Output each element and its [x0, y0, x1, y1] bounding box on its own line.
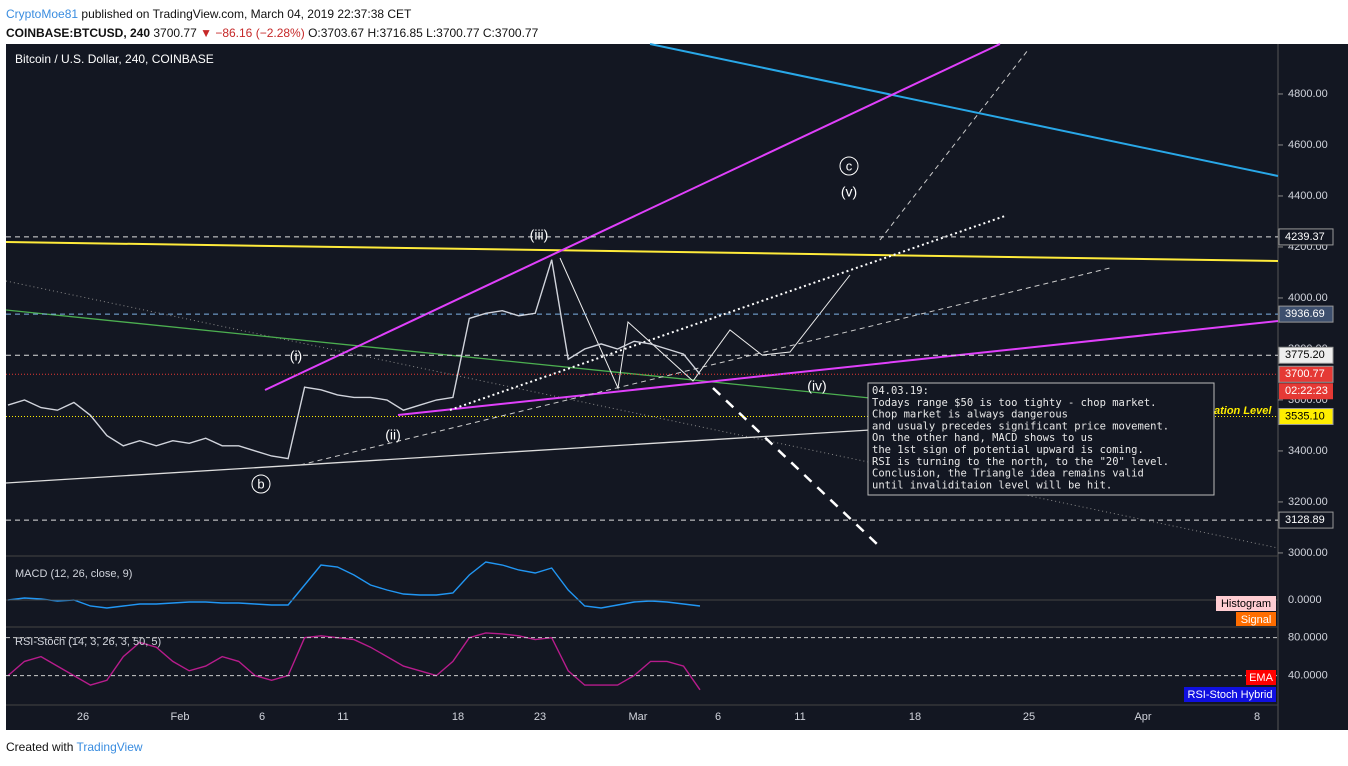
- header: CryptoMoe81 published on TradingView.com…: [6, 5, 538, 43]
- note-line: until invaliditaion level will be hit.: [872, 479, 1112, 491]
- wave-label: (iii): [530, 227, 549, 243]
- last: 3700.77: [153, 26, 197, 40]
- y-tick-label: 4400.00: [1288, 190, 1328, 202]
- trend: [5, 429, 871, 484]
- wave-circle: [839, 156, 859, 176]
- level-box: [1278, 305, 1334, 323]
- note-line: On the other hand, MACD shows to us: [872, 432, 1093, 444]
- drawings: [5, 43, 1279, 549]
- macd-line: [7, 561, 701, 609]
- pane-title: RSI-Stoch (14, 3, 26, 3, 50, 5): [15, 636, 161, 648]
- level-label: 3775.20: [1285, 349, 1325, 361]
- x-tick-label: 6: [715, 711, 721, 723]
- wave-label: b: [257, 476, 264, 491]
- level-label: 3128.89: [1285, 514, 1325, 526]
- arrow: [712, 387, 879, 546]
- footer: Created with TradingView: [6, 740, 143, 754]
- wave-label: (v): [841, 184, 857, 200]
- level-box: [1278, 511, 1334, 529]
- x-tick-label: 8: [1254, 711, 1260, 723]
- note-line: Todays range $50 is too tighty - chop ma…: [872, 397, 1156, 409]
- note-line: 04.03.19:: [872, 385, 929, 397]
- pane-title: MACD (12, 26, close, 9): [15, 568, 132, 580]
- level-label: ation Level: [1214, 405, 1272, 417]
- level-label: 3535.10: [1285, 410, 1325, 422]
- countdown: 02:22:23: [1285, 385, 1328, 397]
- legend-box: [1184, 687, 1276, 702]
- note-line: the 1st sign of potential upward is comi…: [872, 444, 1144, 456]
- x-tick-label: 11: [337, 711, 348, 723]
- level-box: [1278, 408, 1334, 426]
- level-label: 4239.37: [1285, 231, 1325, 243]
- x-tick-label: Feb: [171, 711, 190, 723]
- level-label: 3700.77: [1285, 368, 1325, 380]
- symbol: COINBASE:BTCUSD, 240: [6, 26, 151, 40]
- y-tick-label: 40.0000: [1288, 669, 1328, 681]
- trend: [649, 43, 1279, 177]
- legend: EMA: [1249, 672, 1274, 684]
- level-label: 3936.69: [1285, 308, 1325, 320]
- note-line: Chop market is always dangerous: [872, 409, 1068, 421]
- y-tick-label: 3400.00: [1288, 445, 1328, 457]
- note-box: [867, 382, 1215, 496]
- marks: [6, 236, 1278, 691]
- rsi-line: [7, 632, 701, 691]
- y-tick-label: 0.0000: [1288, 594, 1322, 606]
- y-tick-label: 3200.00: [1288, 496, 1328, 508]
- level-box: [1278, 228, 1334, 246]
- price-line: [7, 259, 701, 460]
- wave-label: (iv): [807, 378, 826, 394]
- legend: RSI-Stoch Hybrid: [1188, 689, 1273, 701]
- change: ▼ −86.16 (−2.28%): [200, 26, 305, 40]
- x-tick-label: 11: [794, 711, 805, 723]
- user[interactable]: CryptoMoe81: [6, 7, 79, 21]
- level-box: [1278, 365, 1334, 383]
- y-tick-label: 3000.00: [1288, 547, 1328, 559]
- trend: [5, 241, 1279, 262]
- y-tick-label: 4000.00: [1288, 292, 1328, 304]
- x-tick-label: 25: [1023, 711, 1035, 723]
- x-tick-label: 23: [534, 711, 546, 723]
- brand[interactable]: TradingView: [76, 740, 143, 754]
- legend-box: [1236, 612, 1276, 626]
- note: 04.03.19:Todays range $50 is too tighty …: [872, 385, 1169, 491]
- x-tick-label: 18: [452, 711, 464, 723]
- wave-label: c: [846, 158, 853, 173]
- countdown-box: [1279, 383, 1333, 400]
- wave-circle: [251, 474, 271, 494]
- x-tick-label: Mar: [629, 711, 648, 723]
- note-line: and usualy precedes significant price mo…: [872, 420, 1169, 432]
- arrow: [879, 49, 1029, 241]
- x-tick-label: 6: [259, 711, 265, 723]
- wave-label: (ii): [385, 427, 401, 443]
- chart-title: Bitcoin / U.S. Dollar, 240, COINBASE: [15, 52, 214, 66]
- legend: Signal: [1241, 614, 1272, 626]
- trend: [5, 309, 871, 399]
- ohlc: O:3703.67 H:3716.85 L:3700.77 C:3700.77: [308, 26, 539, 40]
- created: Created with: [6, 740, 74, 754]
- note-line: Conclusion, the Triangle idea remains va…: [872, 468, 1144, 480]
- chart: Bitcoin / U.S. Dollar, 240, COINBASE (ii…: [5, 43, 1348, 730]
- trend: [264, 43, 1001, 391]
- trend: [397, 320, 1279, 416]
- x-tick-label: 18: [909, 711, 921, 723]
- note-line: RSI is turning to the north, to the "20"…: [872, 456, 1169, 468]
- legend-box: [1216, 596, 1276, 611]
- y-tick-label: 80.0000: [1288, 632, 1328, 644]
- published: published on TradingView.com, March 04, …: [81, 7, 412, 21]
- legend-box: [1246, 670, 1276, 685]
- trend: [5, 280, 1279, 549]
- x-tick-label: 26: [77, 711, 89, 723]
- wave-label: (i): [290, 348, 302, 364]
- trend: [299, 267, 1111, 466]
- y-tick-label: 4600.00: [1288, 139, 1328, 151]
- legend: Histogram: [1221, 598, 1271, 610]
- x-tick-label: Apr: [1134, 711, 1151, 723]
- y-tick-label: 4800.00: [1288, 88, 1328, 100]
- level-box: [1278, 346, 1334, 364]
